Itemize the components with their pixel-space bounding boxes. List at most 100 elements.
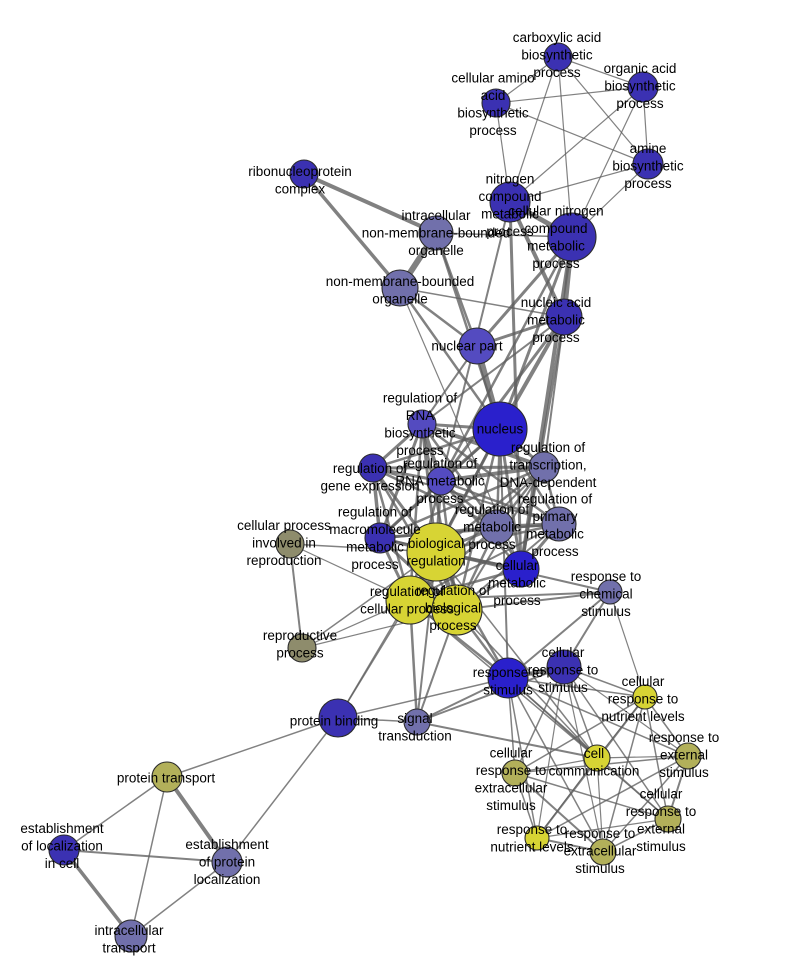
edge-crs-cres[interactable] xyxy=(514,666,565,774)
node-amine[interactable] xyxy=(632,148,664,180)
node-rstim[interactable] xyxy=(487,657,529,699)
edge-rtdd-rrm[interactable] xyxy=(439,465,546,483)
edge-nmb-nucleus[interactable] xyxy=(398,286,502,431)
node-cmet[interactable] xyxy=(502,550,540,588)
edge-nacid-rtdd[interactable] xyxy=(543,316,565,468)
node-bioreg[interactable] xyxy=(406,522,466,582)
node-repro[interactable] xyxy=(287,633,317,663)
edge-rbp-rchem[interactable] xyxy=(456,591,611,611)
edge-ptrans-epl[interactable] xyxy=(165,775,229,864)
edge-orga-nitro[interactable] xyxy=(509,86,644,203)
edge-crnl-cres[interactable] xyxy=(514,696,646,774)
node-ccom[interactable] xyxy=(583,744,611,772)
node-npart[interactable] xyxy=(458,327,496,365)
node-epl[interactable] xyxy=(211,846,243,878)
node-label-rexc: response to extracellular stimulus xyxy=(564,826,637,876)
edge-pbind-ptrans[interactable] xyxy=(166,717,339,778)
edge-nmb-nacid[interactable] xyxy=(399,287,565,318)
node-inmb[interactable] xyxy=(418,215,454,251)
edge-ccom-rnl[interactable] xyxy=(536,757,598,839)
node-rexc[interactable] xyxy=(589,838,617,866)
edge-ccom-sigt[interactable] xyxy=(416,721,598,759)
edge-rrb-rcp[interactable] xyxy=(408,422,424,602)
node-crex[interactable] xyxy=(654,805,682,833)
edge-nitro-nacid[interactable] xyxy=(508,200,566,319)
node-rtdd[interactable] xyxy=(528,451,560,483)
edge-rext-ccom[interactable] xyxy=(596,755,689,759)
edge-cres-rexc[interactable] xyxy=(514,772,604,853)
node-rnl[interactable] xyxy=(524,825,550,851)
node-ribo[interactable] xyxy=(289,159,319,189)
edge-ribo-inmb[interactable] xyxy=(302,172,438,235)
edge-pbind-epl[interactable] xyxy=(226,717,339,863)
edge-cpir-repro[interactable] xyxy=(289,543,303,649)
edge-ccom-rexc[interactable] xyxy=(596,757,604,853)
edge-carb-cnitro[interactable] xyxy=(557,56,573,238)
node-ptrans[interactable] xyxy=(151,761,183,793)
node-crnl[interactable] xyxy=(632,684,658,710)
node-crs[interactable] xyxy=(546,649,582,685)
edge-orga-cnitro[interactable] xyxy=(571,86,644,238)
edge-carb-amine[interactable] xyxy=(557,56,649,165)
edge-crs-rexc[interactable] xyxy=(563,666,604,853)
node-cnitro[interactable] xyxy=(547,212,597,262)
edge-rbp-repro[interactable] xyxy=(301,609,458,649)
node-itrans[interactable] xyxy=(114,919,148,953)
edge-rge-rmp[interactable] xyxy=(371,466,499,529)
edge-orga-amino[interactable] xyxy=(495,86,644,104)
edge-amino-amine[interactable] xyxy=(495,102,649,165)
edge-ccom-crex[interactable] xyxy=(596,757,669,820)
node-rge[interactable] xyxy=(358,453,388,483)
edge-cres-crex[interactable] xyxy=(514,772,669,820)
node-rbp[interactable] xyxy=(431,584,483,636)
edge-ptrans-eloc[interactable] xyxy=(63,776,168,851)
node-nucleus[interactable] xyxy=(472,401,528,457)
node-layer xyxy=(48,42,702,953)
edge-rext-rnl[interactable] xyxy=(536,755,689,839)
edge-carb-nitro[interactable] xyxy=(509,56,559,203)
edge-ccom-cres[interactable] xyxy=(514,757,598,774)
edge-crnl-crex[interactable] xyxy=(644,696,669,820)
edge-rstim-rchem[interactable] xyxy=(507,591,611,679)
edge-cnitro-nucleus[interactable] xyxy=(498,235,574,431)
edge-epl-itrans[interactable] xyxy=(130,861,228,937)
edge-rrm-rpm[interactable] xyxy=(439,479,561,526)
edge-rnl-crex[interactable] xyxy=(536,818,669,839)
node-nitro[interactable] xyxy=(489,181,531,223)
node-rmm[interactable] xyxy=(364,522,396,554)
node-rchem[interactable] xyxy=(597,579,623,605)
edge-crs-rext[interactable] xyxy=(563,666,689,757)
node-nacid[interactable] xyxy=(545,298,583,336)
node-rrb[interactable] xyxy=(407,409,437,439)
node-nmb[interactable] xyxy=(381,269,419,307)
edge-rstim-crnl[interactable] xyxy=(507,677,646,698)
edge-ribo-nmb[interactable] xyxy=(302,172,402,290)
edge-amine-nitro[interactable] xyxy=(509,163,649,203)
node-pbind[interactable] xyxy=(318,698,358,738)
edge-rtdd-rge[interactable] xyxy=(371,465,546,470)
edge-rrb-rmp[interactable] xyxy=(420,422,499,529)
edge-rchem-crnl[interactable] xyxy=(609,591,646,698)
node-rpm[interactable] xyxy=(541,506,577,542)
node-orga[interactable] xyxy=(627,71,659,103)
node-rext[interactable] xyxy=(674,742,702,770)
edge-crs-crex[interactable] xyxy=(563,666,669,820)
node-eloc[interactable] xyxy=(48,834,80,866)
node-label-inmb: intracellular non-membrane-bounded organel… xyxy=(362,208,511,258)
edge-crs-sigt[interactable] xyxy=(416,666,565,723)
node-amino[interactable] xyxy=(481,88,511,118)
edge-nucleus-rstim[interactable] xyxy=(499,428,509,679)
edge-eloc-itrans[interactable] xyxy=(62,848,133,938)
edge-nacid-rrb[interactable] xyxy=(421,316,565,425)
node-rmp[interactable] xyxy=(479,509,515,545)
node-rrm[interactable] xyxy=(426,466,456,496)
edge-crnl-rexc[interactable] xyxy=(602,696,646,853)
edge-rge-rpm[interactable] xyxy=(372,467,560,525)
node-sigt[interactable] xyxy=(403,708,431,736)
node-carb[interactable] xyxy=(543,42,573,72)
node-cpir[interactable] xyxy=(275,529,305,559)
edge-rext-rexc[interactable] xyxy=(602,755,689,853)
edge-eloc-epl[interactable] xyxy=(63,849,228,863)
node-cres[interactable] xyxy=(501,759,529,787)
edge-rstim-pbind[interactable] xyxy=(337,677,509,719)
